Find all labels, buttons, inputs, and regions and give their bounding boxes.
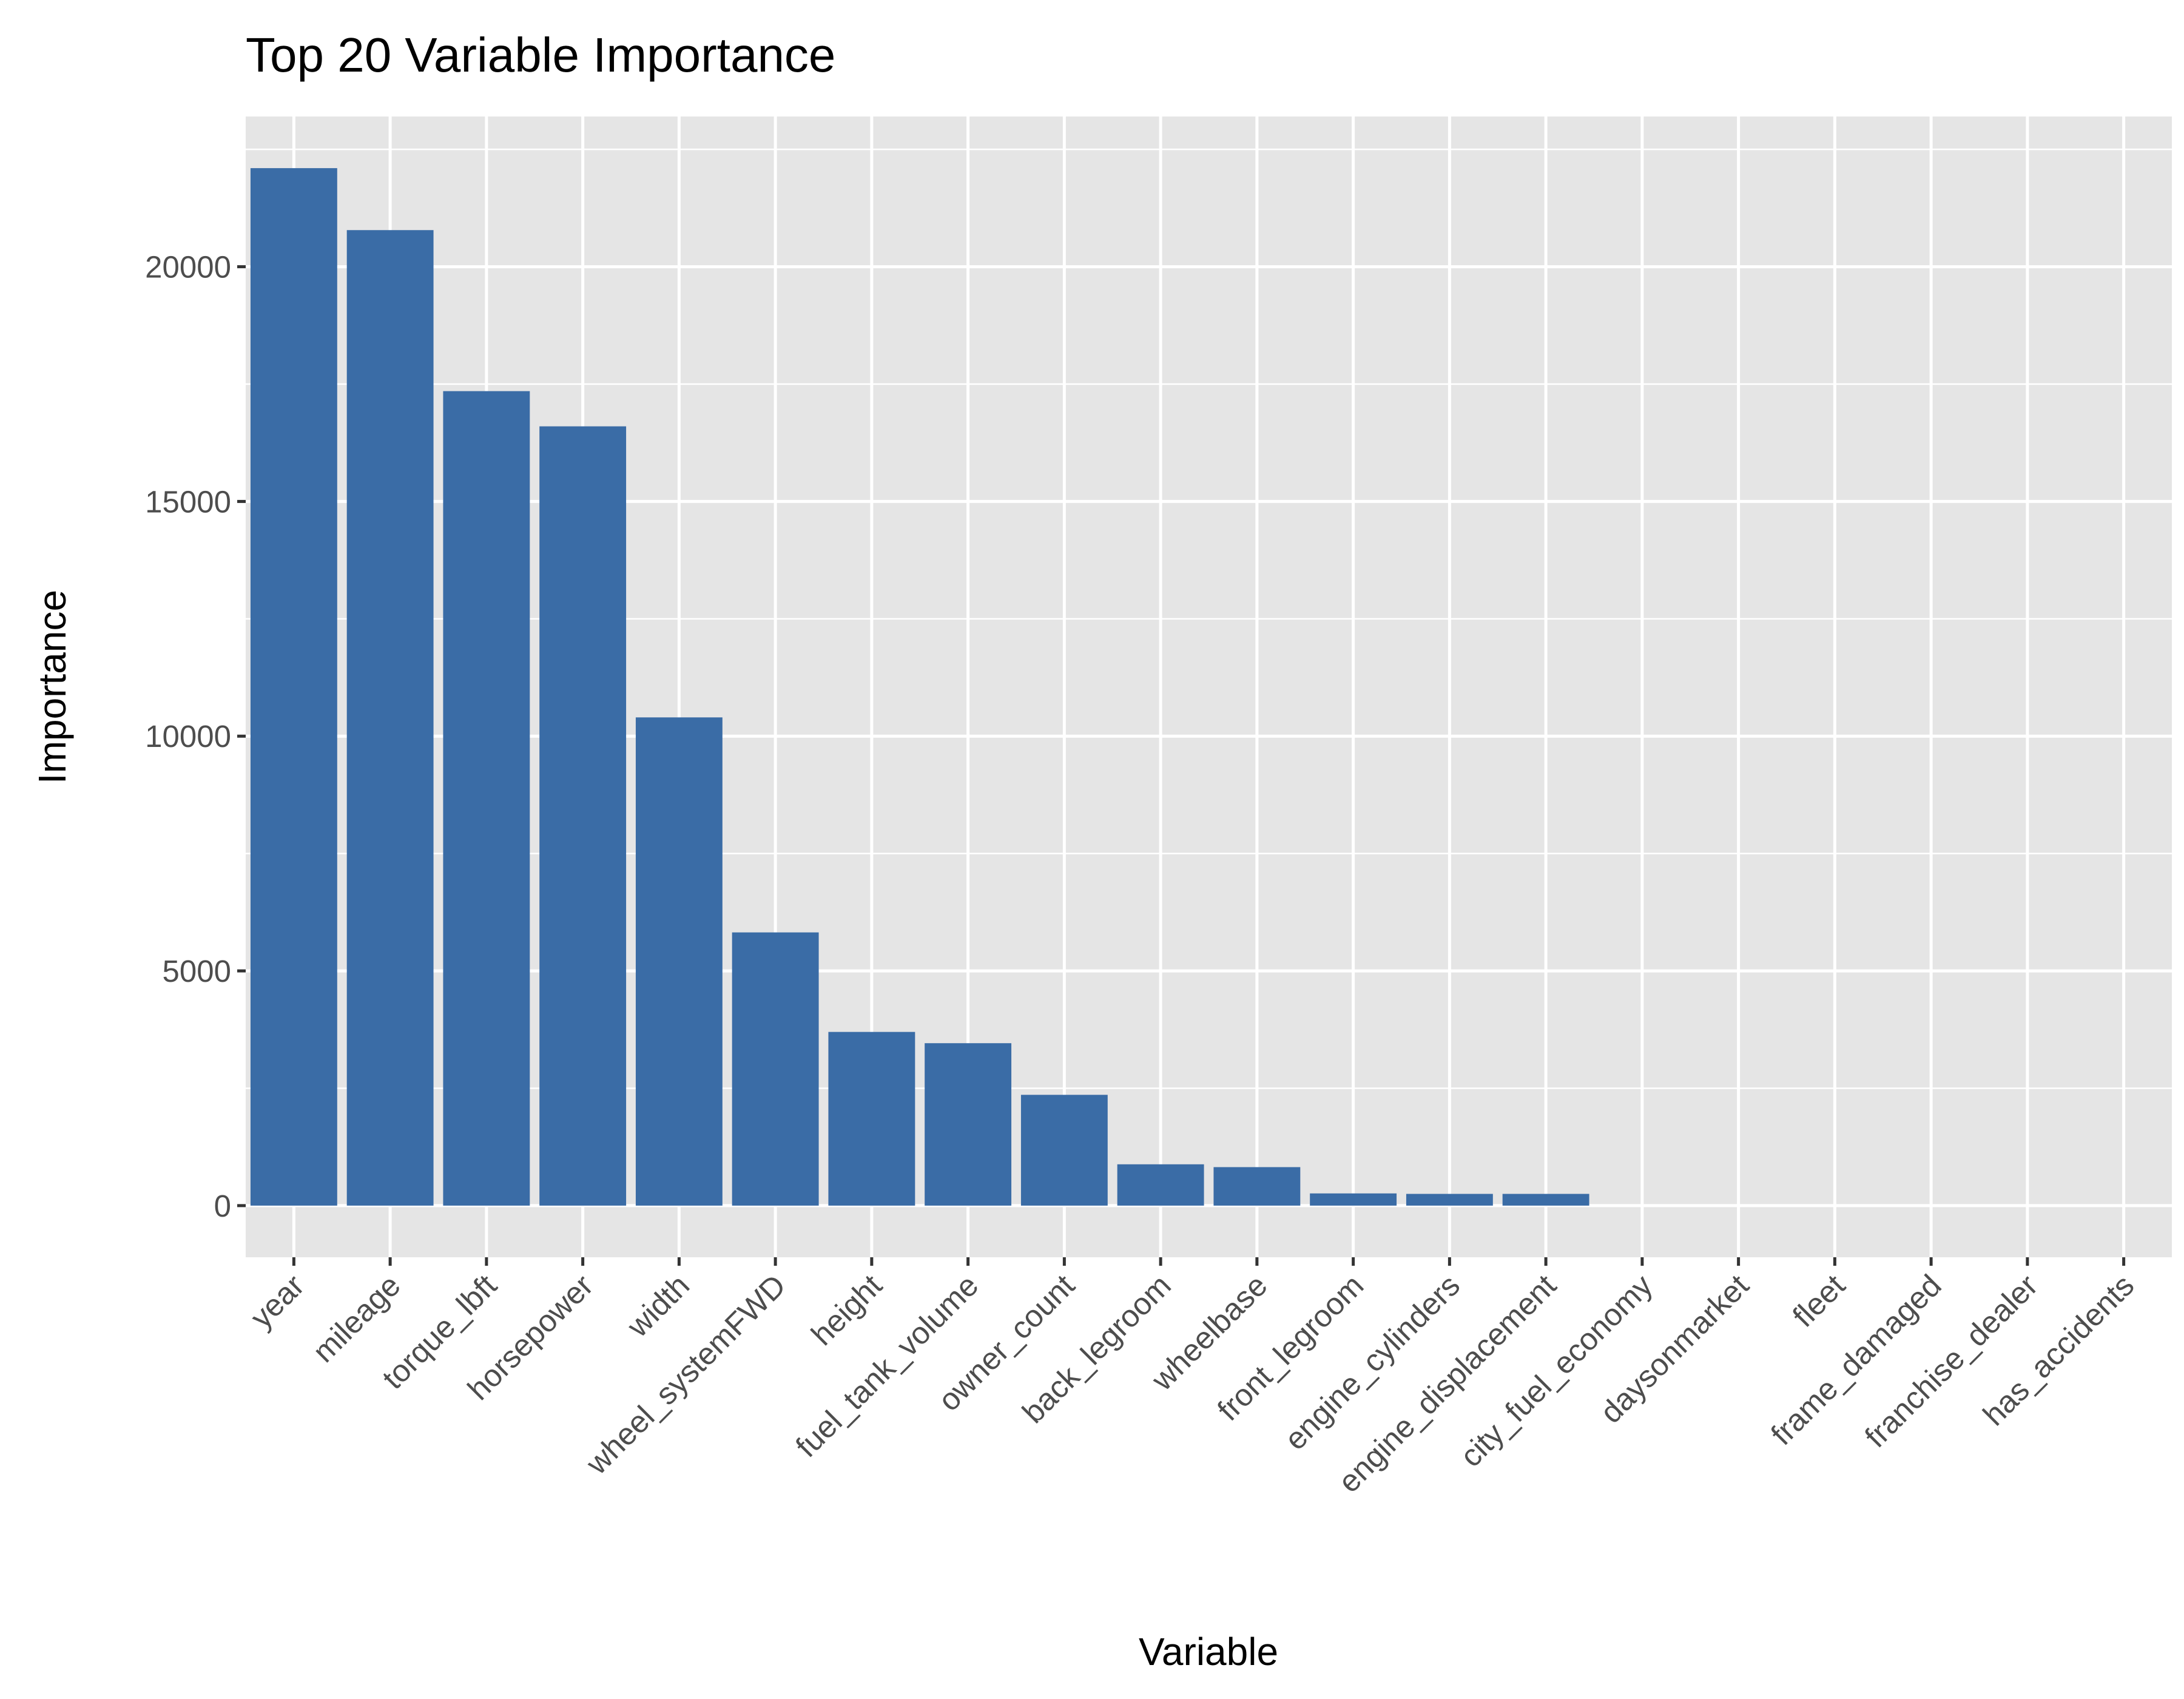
y-tick-label: 10000 [145,719,231,754]
y-tick-label: 0 [214,1189,231,1223]
bars [250,168,1589,1206]
y-axis-title: Importance [30,590,74,784]
x-tick-label: mileage [306,1268,407,1369]
chart-title: Top 20 Variable Importance [246,28,835,82]
bar-width [635,717,723,1206]
bar-owner_count [1020,1095,1108,1206]
x-tick-label: fuel_tank_volume [789,1268,985,1464]
bar-mileage [346,230,434,1206]
x-tick-label: width [620,1268,696,1343]
bar-back_legroom [1117,1164,1204,1206]
y-tick-label: 20000 [145,250,231,285]
x-tick-label: engine_cylinders [1278,1268,1466,1456]
bar-engine_cylinders [1406,1194,1493,1206]
bar-torque_lbft [443,391,530,1206]
bar-fuel_tank_volume [925,1043,1012,1206]
x-axis-title: Variable [1139,1630,1278,1674]
x-tick-label: height [804,1268,889,1352]
y-tick-label: 5000 [163,954,231,988]
bar-wheel_systemFWD [732,932,819,1206]
x-tick-label: year [244,1268,311,1334]
bar-engine_displacement [1502,1194,1589,1206]
bar-year [250,168,337,1206]
bar-horsepower [539,426,627,1206]
x-tick-label: frame_damaged [1764,1268,1948,1451]
y-tick-label: 15000 [145,484,231,519]
plot-panel [246,117,2172,1257]
bar-wheelbase [1213,1167,1301,1206]
bar-height [828,1032,915,1206]
x-tick-label: franchise_dealer [1858,1268,2044,1454]
y-axis: 0 5000 10000 15000 20000 [145,250,246,1223]
bar-front_legroom [1310,1193,1397,1206]
x-tick-label: fleet [1786,1268,1852,1333]
